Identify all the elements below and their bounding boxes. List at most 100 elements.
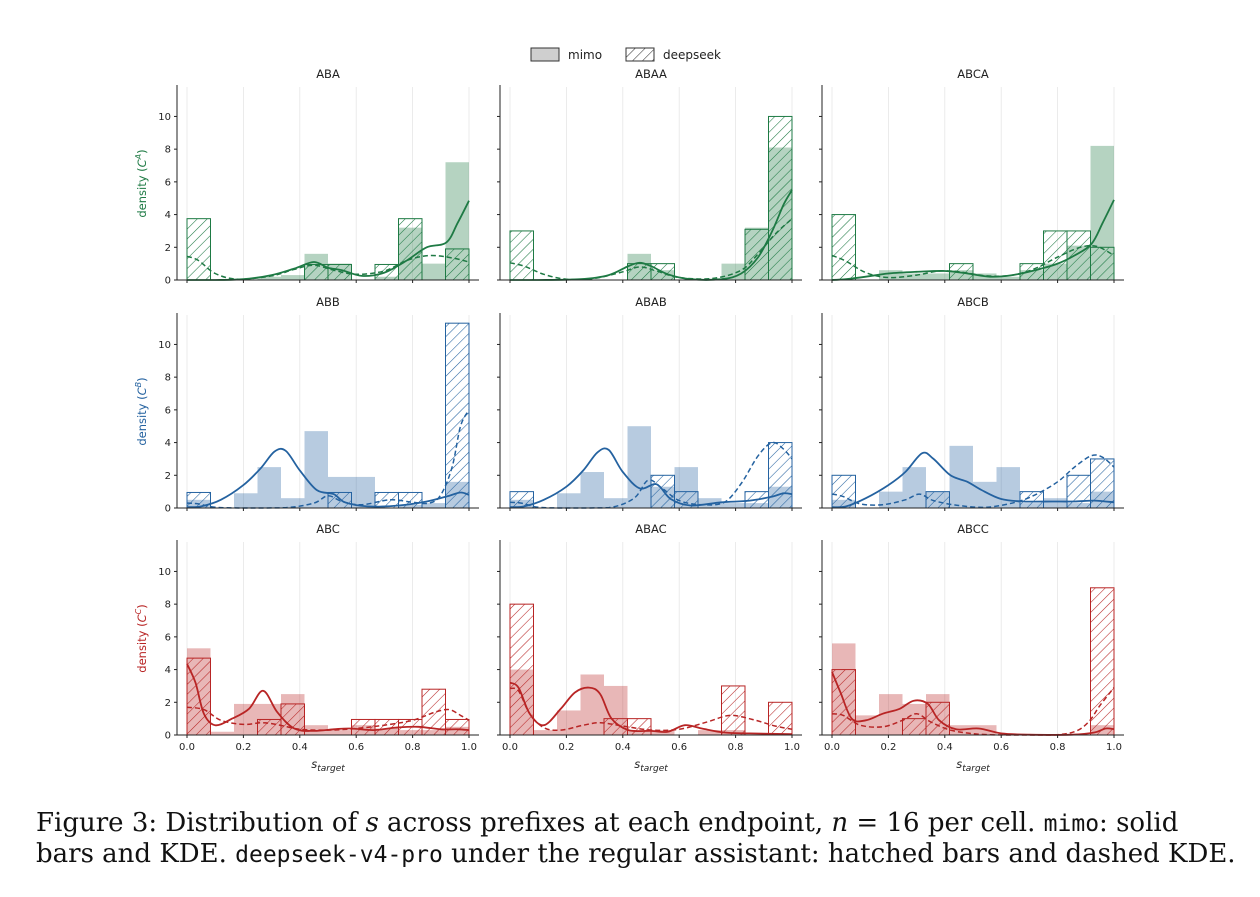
y-tick-label: 0 [165,504,171,515]
mimo-bar [1043,498,1067,508]
kde-mimo-line [831,451,1115,509]
mimo-bar [328,730,352,735]
panel-title: ABC [316,522,340,536]
panels: 0 2 4 6 8 10 ABA ABAA ABCA 0 2 4 6 8 10 ABB ABAB ABCB 0 2 4 6… [158,67,1124,774]
legend-label-deepseek: deepseek [663,48,721,62]
mimo-bar [234,493,258,508]
panel-title: ABA [316,67,340,81]
panel-title: ABAB [635,295,667,309]
x-tick-label: 0.0 [824,742,840,753]
x-tick-label: 0.6 [993,742,1009,753]
x-tick-label: 0.6 [671,742,687,753]
deepseek-bar [398,218,423,281]
mimo-bar [902,273,926,280]
panel-abca: ABCA [819,67,1124,283]
x-tick-label: 0.2 [558,742,574,753]
deepseek-bar [627,263,652,281]
panel-title: ABB [316,295,340,309]
caption-text-3: = 16 per cell. [848,808,1044,838]
x-tick-label: 0.2 [235,742,251,753]
y-tick-label: 10 [158,567,171,578]
deepseek-bar [1090,246,1115,281]
deepseek-bar [1043,230,1068,281]
mimo-bar [627,426,651,508]
caption-code-mimo: mimo [1043,811,1100,837]
mimo-bar [281,498,305,508]
deepseek-bar [186,218,211,281]
figure-grid: mimo deepseek 0 2 4 6 8 10 ABA ABAA ABCA 0 2 4 6 8 10 A… [134,47,1124,774]
kde-deepseek-line [509,687,793,732]
mimo-bar [879,694,903,735]
deepseek-bar [768,701,793,736]
deepseek-bar [768,442,793,509]
y-tick-label: 0 [165,731,171,742]
mimo-bar [721,503,745,508]
deepseek-bar [1019,491,1044,509]
mimo-bar [304,431,328,508]
deepseek-bar [445,718,470,736]
deepseek-bar [445,248,470,281]
panel-title: ABAC [635,522,666,536]
panel-abcc: 0.0 0.2 0.4 0.6 0.8 1.0 starget ABCC [819,522,1124,774]
x-tick-label: 0.8 [405,742,421,753]
kde-deepseek-line [186,254,470,280]
caption-code-deepseek: deepseek-v4-pro [235,842,443,868]
deepseek-bar [768,115,793,281]
mimo-bar [996,276,1020,280]
deepseek-bar [902,718,927,736]
caption-text-4: : solid bars and KDE. [36,808,1179,869]
deepseek-bar [1066,474,1091,509]
x-tick-label: 0.6 [348,742,364,753]
mimo-bar [351,476,375,508]
y-tick-label: 4 [165,438,171,449]
x-tick-label: 0.8 [1050,742,1066,753]
mimo-bar [422,263,446,280]
x-tick-label: 0.4 [937,742,953,753]
kde-deepseek-line [831,687,1115,736]
panel-abb: 0 2 4 6 8 10 ABB [158,295,479,515]
panel-abc: 0 2 4 6 8 10 0.0 0.2 0.4 0.6 0.8 1.0 starget ABC [158,522,479,774]
mimo-bar [557,710,581,735]
row-labels: density (CA) density (CB) density (CC) [134,149,149,672]
y-tick-label: 8 [165,145,171,156]
figure-caption: Figure 3: Distribution of s across prefi… [36,808,1236,870]
y-tick-label: 8 [165,373,171,384]
x-tick-label: 0.0 [179,742,195,753]
panel-title: ABCB [957,295,989,309]
kde-mimo-line [831,671,1115,736]
mimo-bar [698,730,722,735]
mimo-bar [257,276,281,280]
deepseek-bar [257,718,282,736]
deepseek-bar [627,718,652,736]
mimo-bar [926,273,950,280]
x-tick-label: 0.2 [880,742,896,753]
y-tick-label: 2 [165,243,171,254]
mimo-bar [281,275,305,280]
row-label-1: density (CB) [134,377,149,445]
panel-abab: ABAB [497,295,802,511]
caption-text-1: Figure 3: Distribution of [36,808,366,838]
y-tick-label: 4 [165,210,171,221]
y-tick-label: 10 [158,112,171,123]
x-axis-label: starget [634,757,668,774]
y-tick-label: 2 [165,698,171,709]
mimo-bar [533,730,557,735]
kde-mimo-line [509,447,793,509]
caption-var-s: s [365,808,379,838]
y-tick-label: 2 [165,471,171,482]
mimo-bar [879,491,903,508]
panel-abcb: ABCB [819,295,1124,511]
panel-abac: 0.0 0.2 0.4 0.6 0.8 1.0 starget ABAC [497,522,802,774]
caption-text-5: under the regular assistant: hatched bar… [442,839,1236,869]
mimo-bar [721,263,745,280]
deepseek-bar [721,685,746,736]
legend: mimo deepseek [530,47,721,62]
kde-deepseek-line [831,454,1115,509]
kde-mimo-line [186,447,470,509]
x-tick-label: 1.0 [784,742,800,753]
legend-label-mimo: mimo [568,48,602,62]
y-tick-label: 6 [165,405,171,416]
kde-deepseek-line [831,244,1115,279]
x-tick-label: 0.8 [728,742,744,753]
x-tick-label: 0.4 [615,742,631,753]
